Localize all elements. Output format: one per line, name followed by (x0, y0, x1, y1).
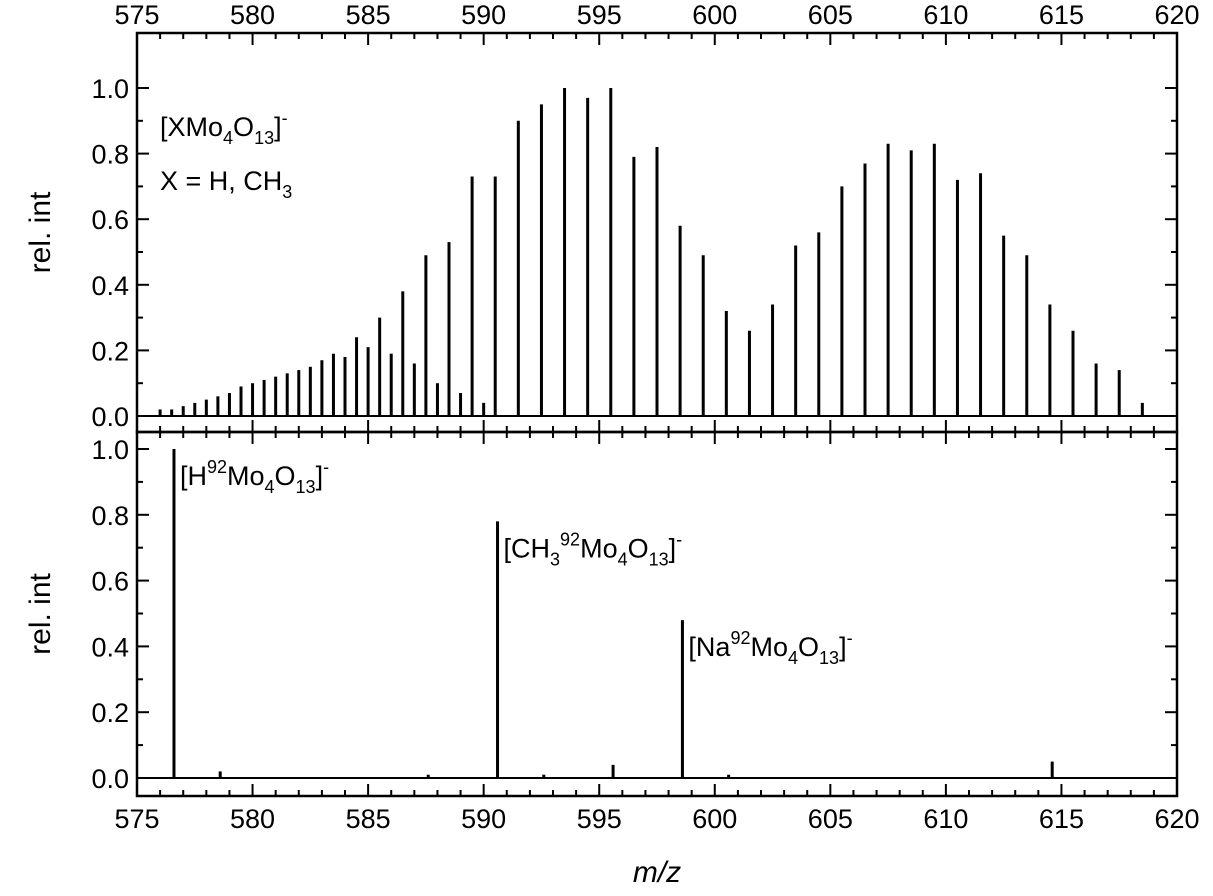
bottom-x-tick-label: 585 (346, 804, 391, 834)
y-tick-label: 0.2 (91, 698, 129, 728)
bottom-x-tick-label: 605 (808, 804, 853, 834)
y-tick-label: 0.4 (91, 632, 129, 662)
top-x-tick-label: 595 (577, 0, 622, 30)
substituent-annotation: X = H, CH3 (160, 166, 292, 202)
bottom-x-tick-label: 575 (114, 804, 159, 834)
peak-label: [H92Mo4O13]- (180, 457, 329, 497)
top-x-tick-label: 620 (1154, 0, 1199, 30)
top-x-tick-label: 600 (692, 0, 737, 30)
y-axis-label: rel. int (24, 572, 57, 654)
y-tick-label: 0.6 (91, 567, 129, 597)
y-tick-label: 0.2 (91, 336, 129, 366)
top-panel: 0.0 0.2 0.4 0.6 0.8 1.0 rel. int [XMo4O13]- X = … (24, 33, 1177, 432)
bottom-x-tick-label: 620 (1154, 804, 1199, 834)
top-x-tick-label: 590 (461, 0, 506, 30)
formula-annotation: [XMo4O13]- (160, 108, 288, 148)
top-x-tick-label: 615 (1039, 0, 1084, 30)
y-tick-label: 1.0 (91, 74, 129, 104)
bottom-x-tick-label: 610 (923, 804, 968, 834)
top-x-tick-label: 575 (114, 0, 159, 30)
y-tick-label: 0.0 (91, 402, 129, 432)
y-tick-label: 0.8 (91, 140, 129, 170)
bottom-panel: 0.0 0.2 0.4 0.6 0.8 1.0 rel. int [H92Mo4O13]- [C… (24, 432, 1177, 796)
y-tick-label: 0.4 (91, 271, 129, 301)
top-x-tick-label: 580 (230, 0, 275, 30)
bottom-x-tick-label: 595 (577, 804, 622, 834)
top-x-tick-label: 605 (808, 0, 853, 30)
y-tick-label: 0.8 (91, 501, 129, 531)
y-tick-label: 0.6 (91, 205, 129, 235)
y-tick-label: 1.0 (91, 435, 129, 465)
peak-label: [CH392Mo4O13]- (504, 529, 683, 569)
x-axis-label: m/z (633, 856, 681, 889)
top-x-tick-label: 610 (923, 0, 968, 30)
y-tick-label: 0.0 (91, 764, 129, 794)
peak-label: [Na92Mo4O13]- (688, 628, 852, 668)
bottom-x-tick-label: 590 (461, 804, 506, 834)
bottom-x-tick-label: 580 (230, 804, 275, 834)
top-x-tick-label: 585 (346, 0, 391, 30)
y-axis-label: rel. int (24, 191, 57, 273)
bottom-x-tick-label: 600 (692, 804, 737, 834)
bottom-x-tick-label: 615 (1039, 804, 1084, 834)
